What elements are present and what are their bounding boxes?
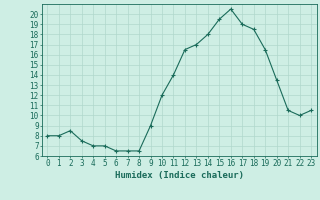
X-axis label: Humidex (Indice chaleur): Humidex (Indice chaleur): [115, 171, 244, 180]
